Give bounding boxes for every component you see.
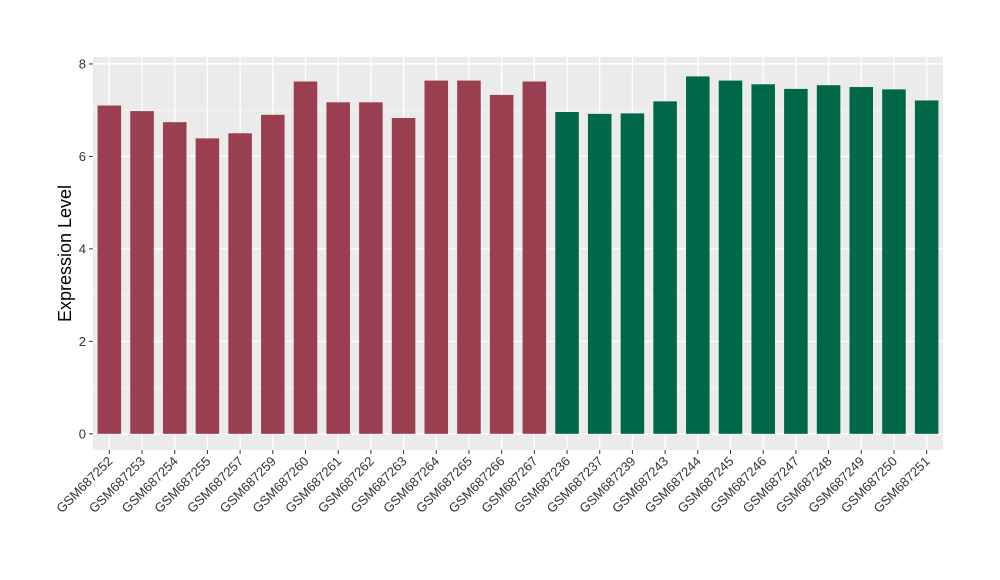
y-tick-label: 6 (79, 149, 86, 164)
bar-GSM687243 (653, 101, 677, 434)
bar-GSM687244 (686, 76, 710, 434)
y-tick-label: 2 (79, 334, 86, 349)
bar-GSM687262 (359, 102, 383, 434)
bar-GSM687245 (718, 80, 743, 434)
x-axis: GSM687252GSM687253GSM687254GSM687255GSM6… (53, 450, 933, 516)
bar-GSM687255 (195, 138, 220, 434)
y-tick-label: 8 (79, 56, 86, 71)
bar-GSM687237 (587, 113, 612, 434)
y-axis-title: Expression Level (55, 185, 75, 322)
bars-group (97, 76, 939, 434)
bar-GSM687239 (620, 113, 645, 434)
bar-GSM687252 (97, 105, 122, 434)
bar-GSM687265 (457, 80, 481, 434)
bar-GSM687236 (555, 112, 579, 434)
bar-GSM687257 (228, 133, 252, 434)
bar-GSM687251 (914, 100, 939, 434)
bar-GSM687263 (391, 118, 416, 434)
bar-GSM687260 (293, 81, 318, 434)
y-tick-label: 0 (79, 426, 86, 441)
bar-GSM687247 (784, 88, 808, 434)
y-axis: 0 2 4 6 8 (79, 56, 93, 441)
bar-GSM687261 (326, 102, 350, 434)
bar-GSM687253 (130, 111, 154, 434)
bar-GSM687266 (489, 94, 514, 434)
y-tick-label: 4 (79, 241, 86, 256)
bar-GSM687259 (261, 114, 285, 434)
bar-GSM687254 (162, 122, 187, 434)
bar-GSM687267 (522, 81, 547, 434)
bar-GSM687250 (882, 89, 906, 434)
bar-GSM687248 (816, 85, 841, 434)
bar-GSM687264 (424, 80, 449, 434)
plot-background (93, 57, 943, 450)
bar-GSM687246 (751, 84, 775, 434)
bar-GSM687249 (849, 87, 874, 434)
